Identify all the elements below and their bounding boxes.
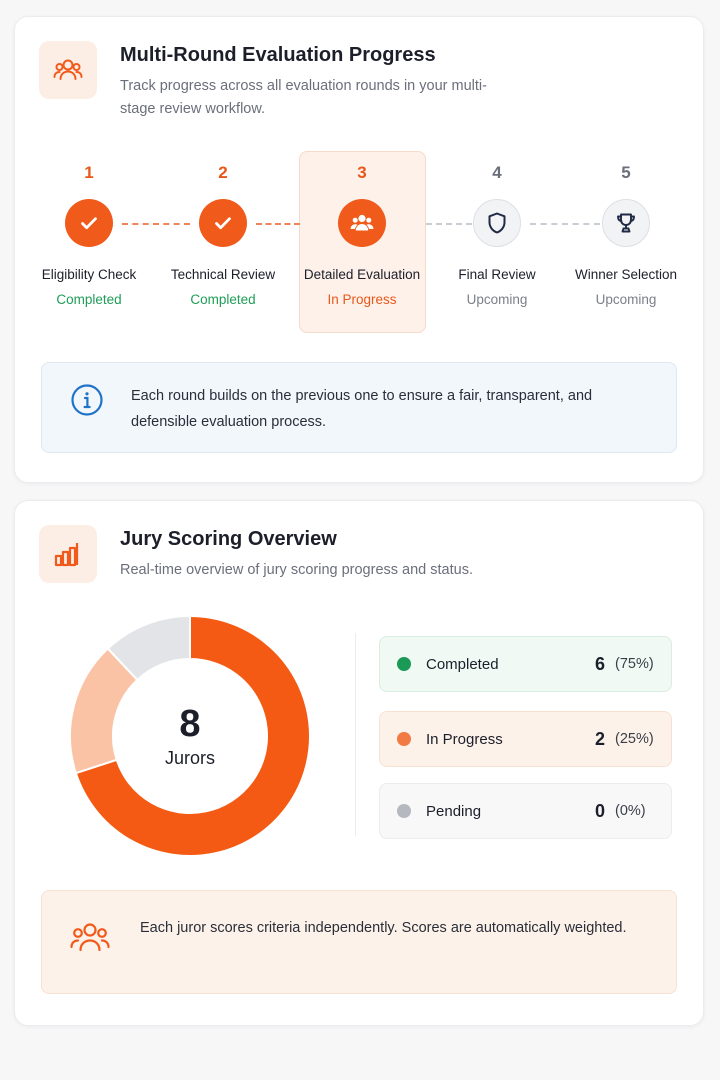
slice-completed: [74, 614, 311, 857]
card-subtitle: Track progress across all evaluation rou…: [120, 78, 487, 117]
step-status: In Progress: [327, 292, 397, 307]
legend-count: 0: [594, 800, 605, 821]
step-status: Completed: [56, 292, 122, 307]
info-icon: [70, 383, 104, 422]
jury-scoring-card: Jury Scoring Overview Real-time overview…: [14, 500, 704, 1026]
pending-dot: [397, 804, 411, 818]
step-label: Final Review: [458, 267, 536, 282]
step-status: Upcoming: [595, 292, 657, 307]
card-subtitle: Real-time overview of jury scoring progr…: [120, 562, 473, 578]
check-icon: [199, 199, 247, 247]
legend-pending[interactable]: Pending 0 (0%): [379, 783, 672, 839]
legend-completed[interactable]: Completed 6 (75%): [379, 636, 672, 692]
bar-chart-icon: [39, 525, 97, 583]
step-winner-selection[interactable]: 5 Winner Selection Upcoming: [561, 162, 691, 307]
juror-count: 8: [179, 702, 201, 745]
legend-label: Completed: [426, 655, 499, 673]
step-technical-review[interactable]: 2 Technical Review Completed: [158, 162, 288, 307]
completed-dot: [397, 657, 411, 671]
step-detailed-evaluation[interactable]: 3 Detailed Evaluation In Progress: [297, 162, 427, 307]
in-progress-dot: [397, 732, 411, 746]
step-label: Detailed Evaluation: [303, 267, 421, 282]
donut-center: 8 Jurors: [67, 613, 313, 859]
info-callout: Each round builds on the previous one to…: [41, 362, 677, 453]
donut-svg: [69, 614, 311, 857]
card-title: Jury Scoring Overview: [120, 528, 337, 550]
step-number: 1: [84, 163, 94, 182]
step-status: Completed: [190, 292, 256, 307]
legend-label: In Progress: [426, 730, 503, 748]
jurors-donut-chart: 8 Jurors: [67, 613, 313, 859]
step-label: Eligibility Check: [41, 267, 137, 282]
check-icon: [65, 199, 113, 247]
step-number: 4: [492, 163, 502, 182]
evaluation-progress-card: Multi-Round Evaluation Progress Track pr…: [14, 16, 704, 483]
step-label: Technical Review: [170, 267, 276, 282]
step-final-review[interactable]: 4 Final Review Upcoming: [432, 162, 562, 307]
step-eligibility-check[interactable]: 1 Eligibility Check Completed: [24, 162, 154, 307]
section-divider: [355, 633, 356, 836]
users-icon: [69, 919, 111, 962]
users-icon: [39, 41, 97, 99]
legend-in-progress[interactable]: In Progress 2 (25%): [379, 711, 672, 767]
step-number: 3: [357, 163, 367, 182]
step-status: Upcoming: [466, 292, 528, 307]
jury-tip-callout: Each juror scores criteria independently…: [41, 890, 677, 994]
legend-percent: (25%): [615, 731, 654, 747]
shield-icon: [473, 199, 521, 247]
juror-count-label: Jurors: [164, 747, 215, 768]
legend-label: Pending: [426, 802, 482, 820]
legend-percent: (0%): [615, 803, 646, 819]
legend-count: 2: [594, 728, 605, 749]
info-text: Each round builds on the previous one to…: [131, 388, 593, 430]
tip-text: Each juror scores criteria independently…: [140, 920, 627, 936]
trophy-icon: [602, 199, 650, 247]
step-number: 2: [218, 163, 228, 182]
slice-pending: [106, 614, 191, 682]
users-icon: [338, 199, 386, 247]
legend-count: 6: [594, 653, 605, 674]
step-number: 5: [621, 163, 631, 182]
card-title: Multi-Round Evaluation Progress: [120, 44, 436, 66]
step-label: Winner Selection: [574, 267, 678, 282]
legend-percent: (75%): [615, 656, 654, 672]
